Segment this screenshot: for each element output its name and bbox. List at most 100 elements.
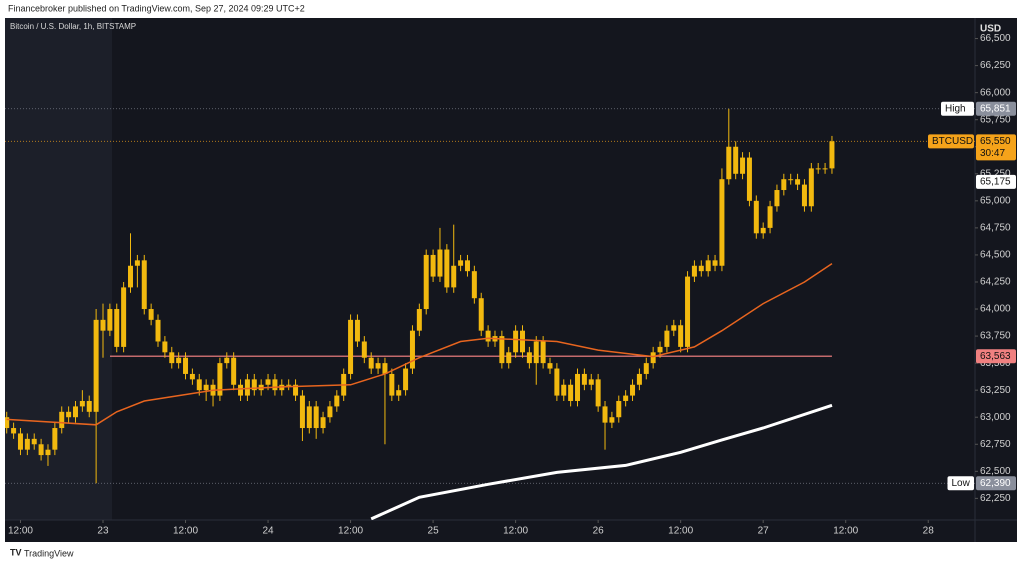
y-tick-label: 64,750 bbox=[980, 223, 1011, 234]
candle-body bbox=[650, 352, 656, 364]
countdown: 30:47 bbox=[980, 148, 1005, 159]
candle-body bbox=[740, 157, 746, 174]
candle-body bbox=[389, 373, 395, 396]
currency: USD bbox=[980, 24, 1001, 35]
candle-body bbox=[93, 319, 99, 412]
candle-body bbox=[59, 411, 65, 429]
candle-body bbox=[293, 384, 299, 396]
candle-body bbox=[774, 190, 780, 207]
candle-body bbox=[513, 330, 519, 353]
candle-body bbox=[286, 384, 292, 386]
candle-body bbox=[45, 449, 51, 456]
x-tick-label: 12:00 bbox=[833, 526, 858, 537]
price-badge-label: 63,563 bbox=[980, 351, 1011, 362]
logo-mark: TV bbox=[10, 547, 22, 557]
candle-body bbox=[169, 352, 175, 364]
candle-body bbox=[114, 309, 120, 347]
candle-body bbox=[575, 373, 581, 401]
x-tick-label: 27 bbox=[758, 526, 770, 537]
candle-body bbox=[561, 384, 567, 396]
candle-body bbox=[581, 373, 587, 385]
candle-body bbox=[568, 384, 574, 401]
candle-body bbox=[437, 249, 443, 277]
candle-body bbox=[320, 417, 326, 429]
candle-body bbox=[148, 309, 154, 320]
candle-body bbox=[334, 395, 340, 407]
candle-body bbox=[423, 254, 429, 310]
y-tick-label: 66,000 bbox=[980, 87, 1011, 98]
candle-body bbox=[829, 141, 835, 169]
candle-body bbox=[609, 417, 615, 423]
candle-body bbox=[251, 379, 257, 391]
candle-body bbox=[464, 260, 470, 272]
candle-body bbox=[767, 206, 773, 228]
x-tick-label: 23 bbox=[97, 526, 109, 537]
candle-body bbox=[107, 309, 113, 331]
candle-body bbox=[134, 260, 140, 266]
y-tick-label: 63,000 bbox=[980, 412, 1011, 423]
candle-body bbox=[141, 260, 147, 310]
candle-body bbox=[685, 276, 691, 347]
price-tag-box bbox=[928, 134, 974, 149]
candle-body bbox=[121, 287, 127, 347]
candle-body bbox=[176, 357, 182, 364]
price-badge bbox=[976, 101, 1016, 116]
candle-body bbox=[72, 406, 78, 418]
y-tick-label: 66,250 bbox=[980, 60, 1011, 71]
price-tag: BTCUSD bbox=[932, 136, 973, 147]
price-badge bbox=[976, 134, 1016, 161]
candle-body bbox=[444, 249, 450, 288]
candle-body bbox=[760, 227, 766, 234]
candle-body bbox=[733, 146, 739, 174]
candle-body bbox=[416, 309, 422, 331]
footer: TradingView bbox=[24, 548, 74, 558]
candle-body bbox=[753, 200, 759, 234]
candle-body bbox=[781, 179, 787, 191]
candle-body bbox=[822, 168, 828, 170]
moving-average bbox=[370, 403, 833, 520]
candle-body bbox=[162, 341, 168, 353]
candle-body bbox=[636, 373, 642, 385]
y-tick-label: 64,500 bbox=[980, 250, 1011, 261]
candle-body bbox=[382, 363, 388, 374]
candle-body bbox=[313, 406, 319, 429]
candle-body bbox=[183, 357, 189, 374]
candle-body bbox=[451, 265, 457, 288]
candle-body bbox=[547, 363, 553, 369]
candle-body bbox=[485, 330, 491, 342]
x-tick-label: 12:00 bbox=[668, 526, 693, 537]
candle-body bbox=[86, 400, 92, 412]
candle-body bbox=[24, 438, 30, 450]
candle-body bbox=[5, 417, 10, 429]
candle-body bbox=[678, 325, 684, 347]
candle-body bbox=[354, 319, 360, 342]
candle-body bbox=[79, 400, 85, 407]
candle-body bbox=[726, 146, 732, 180]
candle-body bbox=[396, 390, 402, 396]
candle-body bbox=[348, 319, 354, 374]
candle-body bbox=[458, 260, 464, 266]
chart-background bbox=[5, 18, 1017, 542]
candle-body bbox=[272, 379, 278, 391]
y-tick-label: 64,250 bbox=[980, 277, 1011, 288]
candle-body bbox=[602, 406, 608, 423]
candle-body bbox=[217, 363, 223, 396]
candle-body bbox=[231, 357, 237, 385]
candle-body bbox=[299, 395, 305, 429]
price-badge bbox=[976, 476, 1016, 491]
candle-body bbox=[712, 260, 718, 266]
candle-body bbox=[643, 363, 649, 374]
x-tick-label: 12:00 bbox=[338, 526, 363, 537]
candle-body bbox=[595, 379, 601, 407]
y-tick-label: 63,750 bbox=[980, 331, 1011, 342]
x-tick-label: 28 bbox=[923, 526, 935, 537]
x-tick-label: 12:00 bbox=[173, 526, 198, 537]
price-tag: Low bbox=[952, 478, 971, 489]
candle-body bbox=[430, 254, 436, 277]
candle-body bbox=[189, 373, 195, 380]
candle-body bbox=[705, 260, 711, 272]
candle-body bbox=[128, 265, 134, 288]
candle-body bbox=[719, 179, 725, 266]
